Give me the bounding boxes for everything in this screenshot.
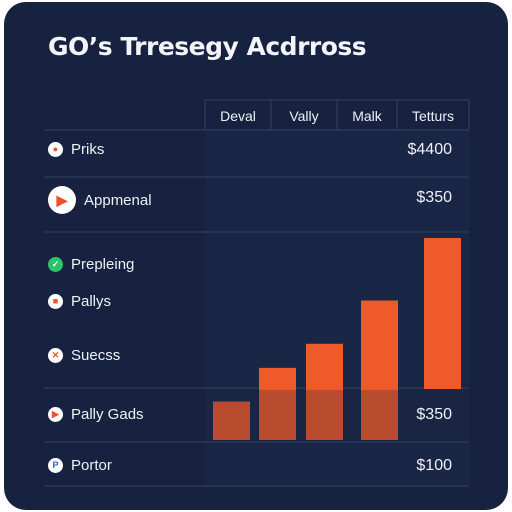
row-label-text: Pallys [71,292,112,310]
row-label-appmenal: ▶ Appmenal [48,185,152,215]
badge-icon: ■ [48,293,63,309]
row-label-prepleing: ✓ Prepleing [48,249,134,279]
row-label-text: Prepleing [71,255,135,273]
row-label-suecss: ✕ Suecss [48,340,120,370]
row-value-priks: $4400 [407,141,453,158]
chart-title: GO’s Trresegy Acdrross [48,32,367,61]
row-label-text: Appmenal [84,191,152,209]
bar [213,401,250,440]
check-icon: ✓ [48,256,63,272]
column-header-malk: Malk [352,108,382,124]
row-value-pally-gads: $350 [416,406,452,423]
bar-band-overlay [205,390,469,440]
column-header-tetturs: Tetturs [411,108,454,124]
bar [259,367,296,440]
row-value-appmenal: $350 [416,189,452,206]
row-label-text: Portor [71,456,112,474]
column-header-deval: Deval [220,108,256,124]
column-header-vally: Vally [289,108,319,124]
bar [361,300,398,440]
row-label-pally-gads: ▶ Pally Gads [48,399,144,429]
x-icon: ✕ [48,347,63,363]
play-icon: ▶ [48,186,76,214]
chart-plot [44,99,470,487]
p-icon: P [48,457,63,473]
row-label-text: Priks [71,140,105,158]
play-icon: ▶ [48,406,63,422]
chart-card: GO’s Trresegy Acdrross Deval Vally Malk … [4,2,508,510]
row-value-portor: $100 [416,457,452,474]
row-label-portor: P Portor [48,450,112,480]
row-label-text: Pally Gads [71,405,144,423]
orange-dot-icon: ● [48,141,63,157]
row-label-text: Suecss [71,346,121,364]
row-label-pallys: ■ Pallys [48,286,111,316]
row-label-priks: ● Priks [48,134,104,164]
bar [424,238,461,389]
bar [306,343,343,440]
